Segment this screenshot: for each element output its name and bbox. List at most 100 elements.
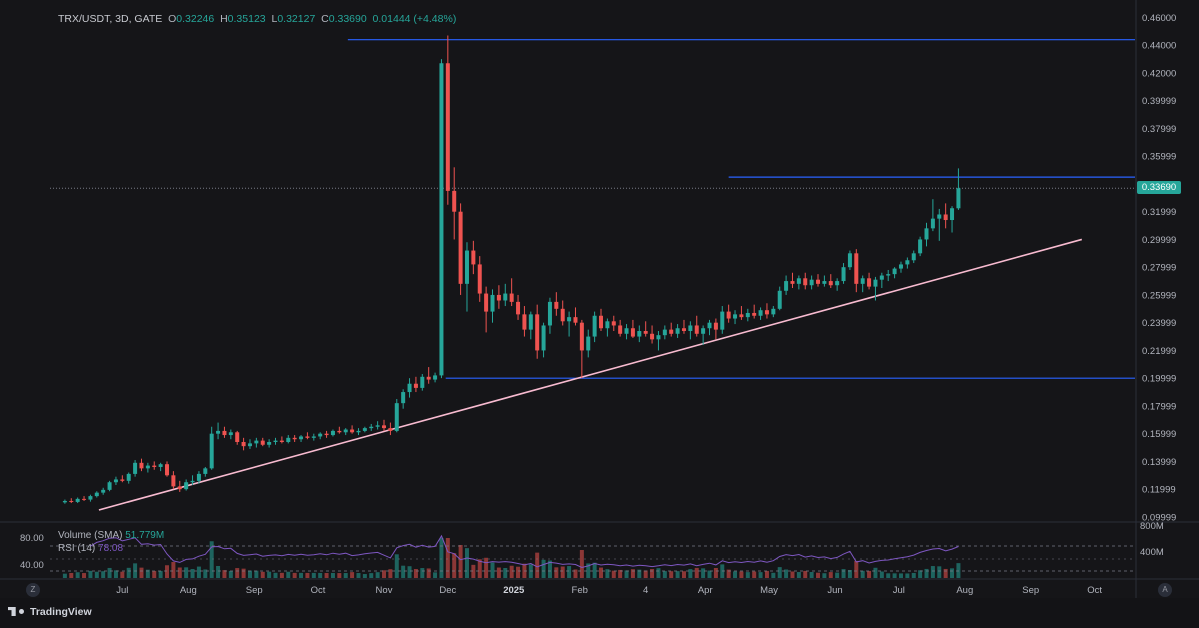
- volume-bar: [822, 573, 827, 578]
- volume-bar: [790, 571, 795, 578]
- volume-bar: [305, 572, 310, 578]
- x-tick-label: Aug: [956, 585, 973, 596]
- volume-bar: [733, 571, 738, 578]
- volume-bar: [420, 568, 425, 578]
- x-tick-label: May: [760, 585, 778, 596]
- candle-body: [816, 279, 821, 284]
- candle-body: [764, 310, 769, 315]
- y-tick-label: 0.46000: [1142, 13, 1176, 24]
- candle-body: [503, 293, 508, 301]
- candle-body: [898, 264, 903, 269]
- candle-body: [126, 473, 131, 481]
- volume-legend-value: 51.779M: [125, 530, 165, 541]
- candle-body: [350, 429, 355, 433]
- candle-body: [777, 290, 782, 309]
- candle-body: [694, 325, 699, 334]
- volume-bar: [484, 557, 489, 578]
- candle-body: [630, 328, 635, 337]
- candle-body: [879, 275, 884, 280]
- candle-body: [343, 429, 348, 433]
- y-tick-label: 0.29999: [1142, 235, 1176, 246]
- volume-bar: [784, 569, 789, 578]
- candle-body: [273, 440, 278, 443]
- volume-bar: [618, 569, 623, 578]
- volume-bar: [88, 570, 93, 578]
- volume-bar: [158, 570, 163, 578]
- candle-body: [152, 465, 157, 467]
- x-tick-label: 2025: [503, 585, 525, 596]
- x-tick-label: Apr: [698, 585, 713, 596]
- candle-body: [439, 63, 444, 376]
- current-price-tag: 0.33690: [1137, 181, 1181, 195]
- rsi-band-label: 40.00: [20, 560, 44, 571]
- candle-body: [305, 436, 310, 438]
- volume-bar: [113, 570, 118, 578]
- volume-bar: [854, 560, 859, 578]
- candle-body: [796, 278, 801, 284]
- candle-body: [835, 281, 840, 286]
- volume-bar: [439, 538, 444, 578]
- volume-bar: [171, 562, 176, 578]
- x-tick-label: Oct: [1087, 585, 1102, 596]
- candle-body: [94, 492, 99, 497]
- candle-body: [471, 250, 476, 265]
- candle-body: [88, 496, 93, 500]
- scroll-left-button[interactable]: Z: [26, 583, 40, 597]
- volume-legend-text: Volume (SMA): [58, 530, 123, 541]
- rsi-legend-value: 78.08: [98, 543, 124, 554]
- volume-bar: [599, 567, 604, 578]
- footer-bar: [0, 598, 1199, 628]
- volume-bar: [139, 567, 144, 578]
- volume-bar: [292, 572, 297, 578]
- volume-bar: [758, 572, 763, 578]
- candle-body: [592, 315, 597, 337]
- auto-scale-button[interactable]: A: [1158, 583, 1172, 597]
- candle-body: [62, 500, 67, 503]
- volume-bar: [94, 571, 99, 578]
- tradingview-logo[interactable]: TradingView: [8, 606, 92, 618]
- volume-bar: [611, 570, 616, 578]
- candle-body: [190, 480, 195, 483]
- volume-bar: [624, 570, 629, 578]
- volume-bar: [126, 567, 131, 578]
- volume-axis-label: 400M: [1140, 547, 1164, 558]
- volume-bar: [388, 569, 393, 578]
- open-value: 0.32246: [176, 13, 215, 25]
- volume-bar: [433, 572, 438, 578]
- candle-body: [822, 281, 827, 284]
- x-tick-label: 4: [643, 585, 648, 596]
- volume-bar: [62, 573, 67, 578]
- y-tick-label: 0.31999: [1142, 207, 1176, 218]
- volume-bar: [898, 573, 903, 578]
- volume-bar: [892, 573, 897, 578]
- volume-bar: [918, 570, 923, 578]
- candle-body: [209, 433, 214, 469]
- volume-bar: [362, 574, 367, 578]
- volume-bar: [835, 572, 840, 578]
- candle-body: [369, 426, 374, 429]
- volume-bar: [752, 571, 757, 578]
- candle-body: [356, 430, 361, 433]
- candle-body: [726, 311, 731, 319]
- volume-bar: [739, 571, 744, 578]
- candle-body: [490, 294, 495, 312]
- volume-bar: [69, 572, 74, 578]
- x-tick-label: Jun: [827, 585, 842, 596]
- candle-body: [752, 312, 757, 316]
- volume-bar: [879, 571, 884, 578]
- volume-bar: [803, 570, 808, 578]
- candle-body: [177, 486, 182, 490]
- open-key: O: [168, 13, 177, 25]
- candle-body: [675, 328, 680, 334]
- volume-bar: [209, 541, 214, 578]
- y-tick-label: 0.39999: [1142, 96, 1176, 107]
- volume-bar: [567, 566, 572, 578]
- y-tick-label: 0.19999: [1142, 374, 1176, 385]
- tradingview-dot-icon: [19, 609, 24, 614]
- candle-body: [247, 443, 252, 447]
- y-tick-label: 0.21999: [1142, 346, 1176, 357]
- volume-bar: [643, 570, 648, 578]
- candle-body: [458, 211, 463, 284]
- candle-body: [662, 329, 667, 336]
